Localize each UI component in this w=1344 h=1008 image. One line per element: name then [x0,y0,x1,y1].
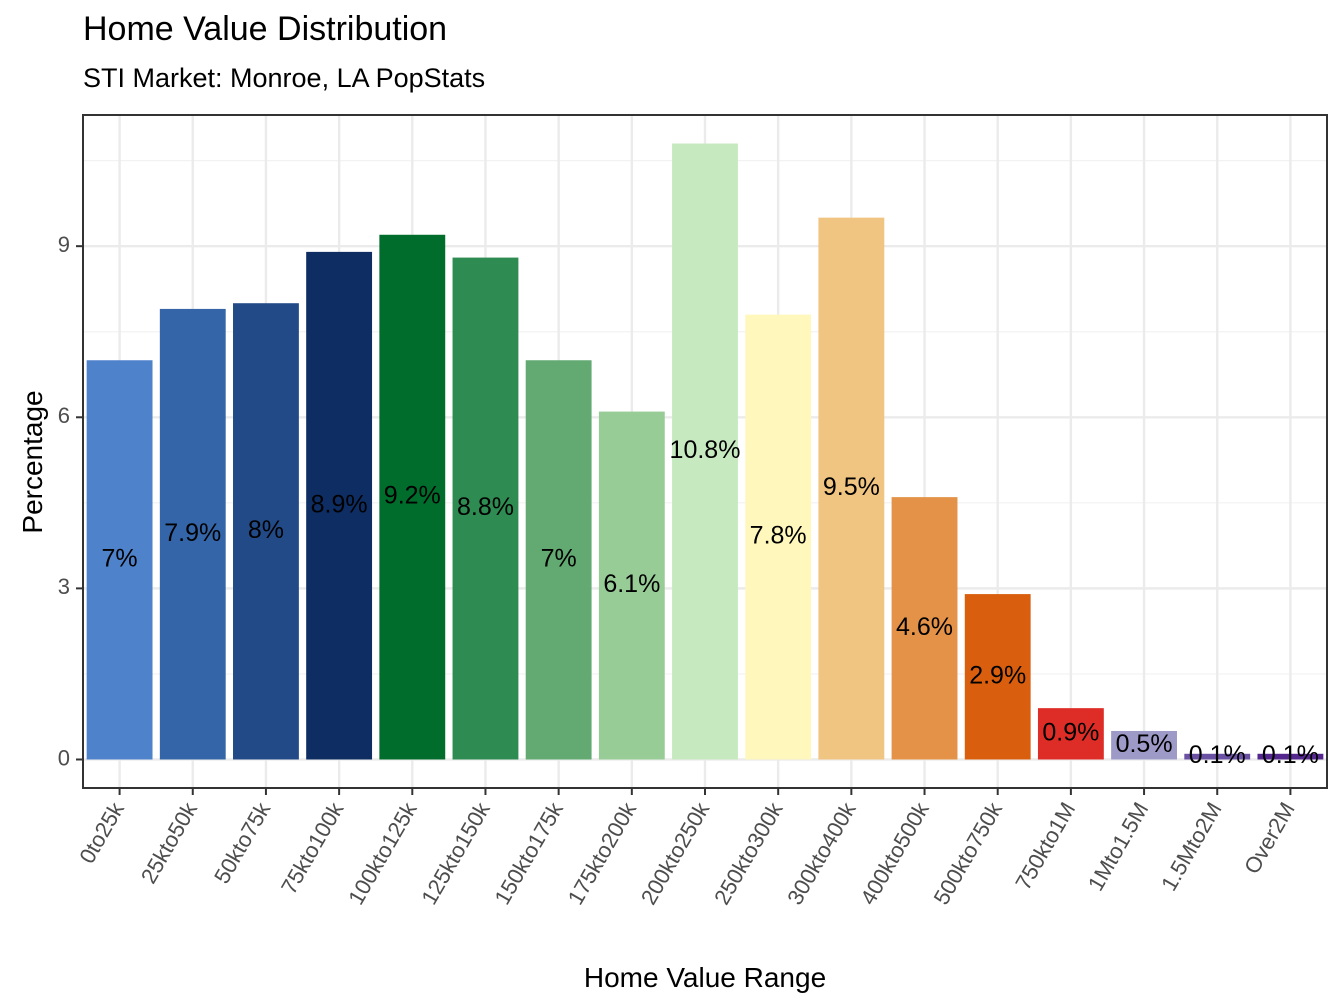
bar [452,257,519,760]
bar [525,360,592,760]
x-tick-label: 25kto50k [136,797,203,888]
bar-value-label: 10.8% [670,436,741,464]
bar-value-label: 7.8% [750,522,807,550]
chart-subtitle: STI Market: Monroe, LA PopStats [83,63,486,93]
x-tick-label: 175kto200k [563,797,642,909]
bar [598,411,665,760]
bar-value-label: 7.9% [164,519,221,547]
bar-value-label: 8.8% [457,493,514,521]
x-tick-label: 750kto1M [1010,798,1080,894]
x-tick-label: 300kto400k [782,797,861,909]
x-tick-label: 100kto125k [343,797,422,909]
y-tick-label: 0 [58,745,70,770]
chart-title: Home Value Distribution [83,10,448,48]
bar [1184,753,1251,760]
x-tick-label: 75kto100k [276,797,349,898]
bar [86,360,153,760]
y-tick-label: 6 [58,403,70,428]
bar-value-label: 2.9% [969,661,1026,689]
bar-value-label: 0.5% [1116,730,1173,758]
x-tick-label: 1Mto1.5M [1083,798,1154,895]
bar-label-layer: 7% 7.9% 8% 8.9% 9.2% 8.8% 7% 6.1% 10.8% 7.8% 9.5% 4… [102,436,1319,769]
bar-layer [86,143,1324,760]
x-tick-label: 200kto250k [636,797,715,909]
bar-value-label: 7% [541,544,577,572]
bar [964,594,1031,760]
x-tick-label: 50kto75k [209,797,276,888]
bar [1257,753,1324,760]
x-tick-label: 400kto500k [855,797,934,909]
bar-value-label: 8% [248,516,284,544]
bar-value-label: 0.9% [1042,718,1099,746]
bar [306,251,373,760]
bar-value-label: 9.5% [823,473,880,501]
y-tick-label: 3 [58,574,70,599]
bar [233,303,299,760]
x-tick-label: Over2M [1239,798,1300,878]
y-axis-label: Percentage [17,390,48,533]
x-tick-label: 0to25k [74,797,129,868]
x-tick-label: 150kto175k [489,797,568,909]
bar [1111,730,1177,760]
bar-value-label: 6.1% [603,570,660,598]
bar [159,308,226,760]
x-tick-label: 125kto150k [416,797,495,909]
bar [745,314,812,760]
bar-value-label: 8.9% [311,490,368,518]
bar-value-label: 7% [102,544,138,572]
bar [891,497,958,760]
bar-value-label: 0.1% [1189,741,1246,769]
bar [672,143,738,760]
bar [1037,708,1104,760]
bar-value-label: 4.6% [896,613,953,641]
x-tick-label: 250kto300k [709,797,788,909]
x-tick-label: 1.5Mto2M [1156,798,1227,895]
y-tick-label: 9 [58,232,70,257]
x-axis-label: Home Value Range [584,962,826,993]
bar-value-label: 9.2% [384,482,441,510]
x-tick-label: 500kto750k [929,797,1008,909]
bar [379,234,446,760]
bar [818,217,885,760]
bar-value-label: 0.1% [1262,741,1319,769]
